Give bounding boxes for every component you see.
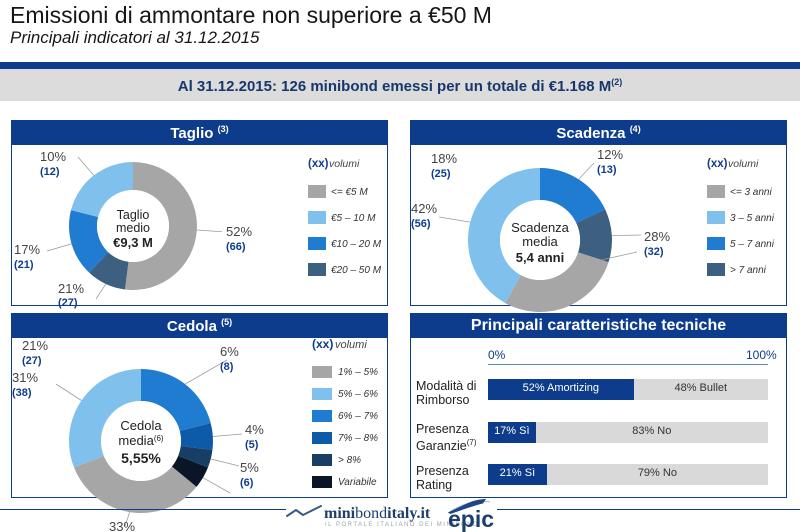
svg-text:28%: 28% [644,229,670,244]
svg-text:(12): (12) [40,166,60,178]
svg-text:18%: 18% [431,151,457,166]
svg-text:(13): (13) [597,164,617,176]
svg-text:(38): (38) [12,387,32,399]
svg-text:€9,3 M: €9,3 M [113,235,153,250]
svg-text:Cedola: Cedola [120,418,162,433]
svg-text:(5): (5) [245,439,259,451]
svg-text:6% – 7%: 6% – 7% [338,411,378,422]
svg-text:> 8%: > 8% [338,455,361,466]
svg-text:5% – 6%: 5% – 6% [338,389,378,400]
svg-text:€5 – 10 M: €5 – 10 M [331,213,376,224]
svg-text:(32): (32) [644,246,664,258]
svg-text:<= €5 M: <= €5 M [331,187,368,198]
svg-text:3 – 5 anni: 3 – 5 anni [730,213,775,224]
svg-text:21%: 21% [22,338,48,353]
svg-text:(6): (6) [240,477,254,489]
svg-text:(27): (27) [58,297,78,309]
svg-text:volumi: volumi [329,158,360,170]
svg-text:(xx): (xx) [707,158,728,170]
svg-text:5%: 5% [240,460,259,475]
svg-text:(56): (56) [411,218,431,230]
svg-text:Taglio: Taglio [117,208,150,222]
svg-text:42%: 42% [411,201,437,216]
svg-text:(8): (8) [220,361,234,373]
svg-text:(66): (66) [226,241,246,253]
svg-text:medio: medio [116,221,150,235]
svg-text:12%: 12% [597,147,623,162]
svg-text:4%: 4% [245,422,264,437]
svg-text:> 7 anni: > 7 anni [730,265,767,276]
svg-text:7% – 8%: 7% – 8% [338,433,378,444]
svg-text:21%: 21% [58,281,84,296]
svg-text:volumi: volumi [728,158,759,170]
svg-text:5 – 7 anni: 5 – 7 anni [730,239,775,250]
svg-text:(xx): (xx) [312,337,333,351]
svg-text:media: media [522,234,558,249]
svg-text:Scadenza: Scadenza [511,220,570,235]
svg-text:17%: 17% [14,242,40,257]
svg-text:€20 – 50 M: €20 – 50 M [331,265,382,276]
svg-text:(21): (21) [14,259,34,271]
svg-text:(25): (25) [431,168,451,180]
svg-text:5,55%: 5,55% [121,450,161,466]
svg-text:volumi: volumi [335,339,367,351]
svg-text:6%: 6% [220,344,239,359]
svg-text:33%: 33% [109,519,135,532]
svg-text:10%: 10% [40,149,66,164]
svg-text:31%: 31% [12,370,38,385]
svg-text:(27): (27) [22,355,42,367]
svg-text:1% – 5%: 1% – 5% [338,367,378,378]
svg-text:(xx): (xx) [308,158,329,170]
svg-text:Variabile: Variabile [338,477,377,488]
svg-text:52%: 52% [226,224,252,239]
svg-text:5,4 anni: 5,4 anni [516,250,564,265]
svg-text:€10 – 20 M: €10 – 20 M [331,239,382,250]
svg-text:<= 3 anni: <= 3 anni [730,187,772,198]
